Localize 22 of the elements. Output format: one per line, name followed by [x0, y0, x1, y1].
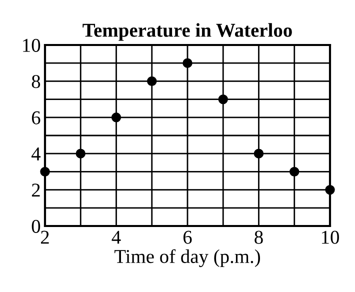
point [111, 112, 122, 122]
point [182, 58, 192, 68]
y-tick-label: 10 [23, 38, 40, 52]
point [40, 166, 50, 177]
point [290, 166, 300, 177]
x-axis-title: Time of day (p.m.) [114, 249, 260, 268]
x-tick-label: 6 [183, 230, 192, 244]
x-tick-label: 4 [112, 230, 121, 244]
y-tick-label: 6 [32, 111, 40, 124]
chart-title: Temperature in Waterloo [82, 23, 292, 41]
y-tick-label: 8 [32, 75, 40, 88]
x-tick-label: 2 [40, 230, 49, 244]
point [325, 184, 335, 195]
point [76, 148, 86, 158]
x-tick-label: 8 [254, 230, 263, 244]
point [218, 94, 228, 104]
x-tick-label: 10 [322, 230, 339, 244]
point [254, 148, 264, 158]
point [147, 76, 157, 86]
y-tick-label: 0 [32, 220, 40, 233]
y-tick-label: 2 [32, 184, 40, 197]
y-tick-label: 4 [31, 148, 41, 160]
